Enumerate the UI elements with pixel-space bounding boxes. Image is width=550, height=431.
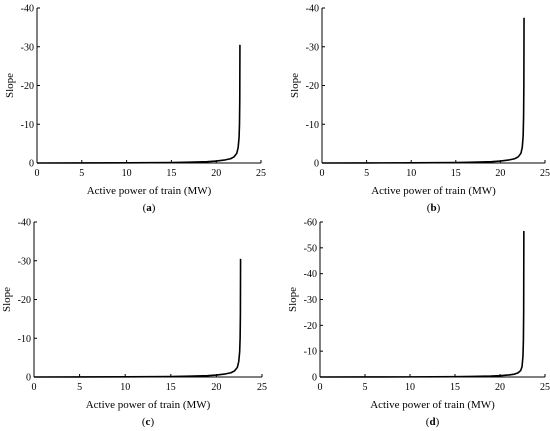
y-tick-label: -30: [306, 42, 319, 53]
x-tick-label: 5: [364, 168, 369, 179]
y-tick-label: -40: [21, 4, 34, 15]
chart-panel-c: 0 5 10 15 20 25 0 -10 -20 -30 -40 Active power of t…: [1, 218, 267, 429]
y-tick-label: -10: [21, 120, 34, 131]
x-tick-label: 20: [211, 382, 221, 393]
y-tick-label: -10: [306, 120, 319, 131]
x-axis-title: Active power of train (MW): [86, 399, 211, 411]
x-tick-label: 15: [451, 168, 461, 179]
series-line: [319, 231, 525, 378]
y-axis-title: Slope: [287, 287, 299, 312]
x-tick-label: 25: [540, 382, 550, 393]
y-tick-label: -40: [306, 4, 319, 15]
x-tick-label: 10: [120, 382, 130, 393]
x-tick-label: 15: [166, 168, 176, 179]
x-tick-label: 0: [35, 168, 40, 179]
y-tick-label: -20: [21, 81, 34, 92]
y-tick-label: -20: [304, 321, 317, 332]
y-axis-title: Slope: [1, 287, 13, 312]
y-tick-label: -60: [304, 218, 317, 229]
y-tick-label: -30: [21, 42, 34, 53]
x-tick-label: 25: [540, 168, 550, 179]
y-tick-label: -30: [18, 256, 31, 267]
y-tick-label: -50: [304, 243, 317, 254]
x-tick-label: 25: [257, 382, 267, 393]
x-tick-label: 5: [363, 382, 368, 393]
x-tick-label: 20: [495, 168, 505, 179]
y-tick-label: 0: [314, 159, 319, 170]
chart-panel-a: 0 5 10 15 20 25 0 -10 -20 -30 -40 Active power of t…: [4, 4, 266, 215]
x-axis-title: Active power of train (MW): [371, 185, 496, 197]
y-tick-label: -10: [18, 334, 31, 345]
y-tick-label: -20: [18, 295, 31, 306]
x-tick-label: 10: [406, 168, 416, 179]
series-line: [33, 258, 242, 378]
y-axis-title: Slope: [289, 73, 301, 98]
x-axis-title: Active power of train (MW): [87, 185, 212, 197]
panel-label: (d): [426, 416, 440, 428]
chart-panel-d: 0 5 10 15 20 25 0 -10 -20 -30 -40 -50 -60 Active powe…: [287, 218, 550, 429]
x-tick-label: 0: [318, 382, 323, 393]
panel-label: (a): [143, 202, 156, 214]
y-axis-title: Slope: [4, 73, 16, 98]
y-tick-label: 0: [26, 373, 31, 384]
x-tick-label: 5: [77, 382, 82, 393]
y-tick-label: -10: [304, 347, 317, 358]
x-tick-label: 20: [211, 168, 221, 179]
x-tick-label: 10: [405, 382, 415, 393]
panel-label: (c): [142, 416, 155, 428]
y-tick-label: 0: [312, 373, 317, 384]
y-tick-label: 0: [29, 159, 34, 170]
x-tick-label: 15: [166, 382, 176, 393]
x-tick-label: 5: [79, 168, 84, 179]
chart-panel-b: 0 5 10 15 20 25 0 -10 -20 -30 -40 Active power of t…: [289, 4, 550, 215]
series-line: [36, 44, 241, 164]
y-tick-label: -30: [304, 295, 317, 306]
x-tick-label: 0: [320, 168, 325, 179]
x-tick-label: 0: [32, 382, 37, 393]
x-tick-label: 15: [450, 382, 460, 393]
y-tick-label: -40: [18, 218, 31, 229]
x-tick-label: 10: [122, 168, 132, 179]
y-tick-label: -40: [304, 269, 317, 280]
series-line: [321, 17, 525, 164]
x-axis-title: Active power of train (MW): [370, 399, 495, 411]
panel-label: (b): [427, 202, 441, 214]
x-tick-label: 25: [256, 168, 266, 179]
y-tick-label: -20: [306, 81, 319, 92]
x-tick-label: 20: [495, 382, 505, 393]
